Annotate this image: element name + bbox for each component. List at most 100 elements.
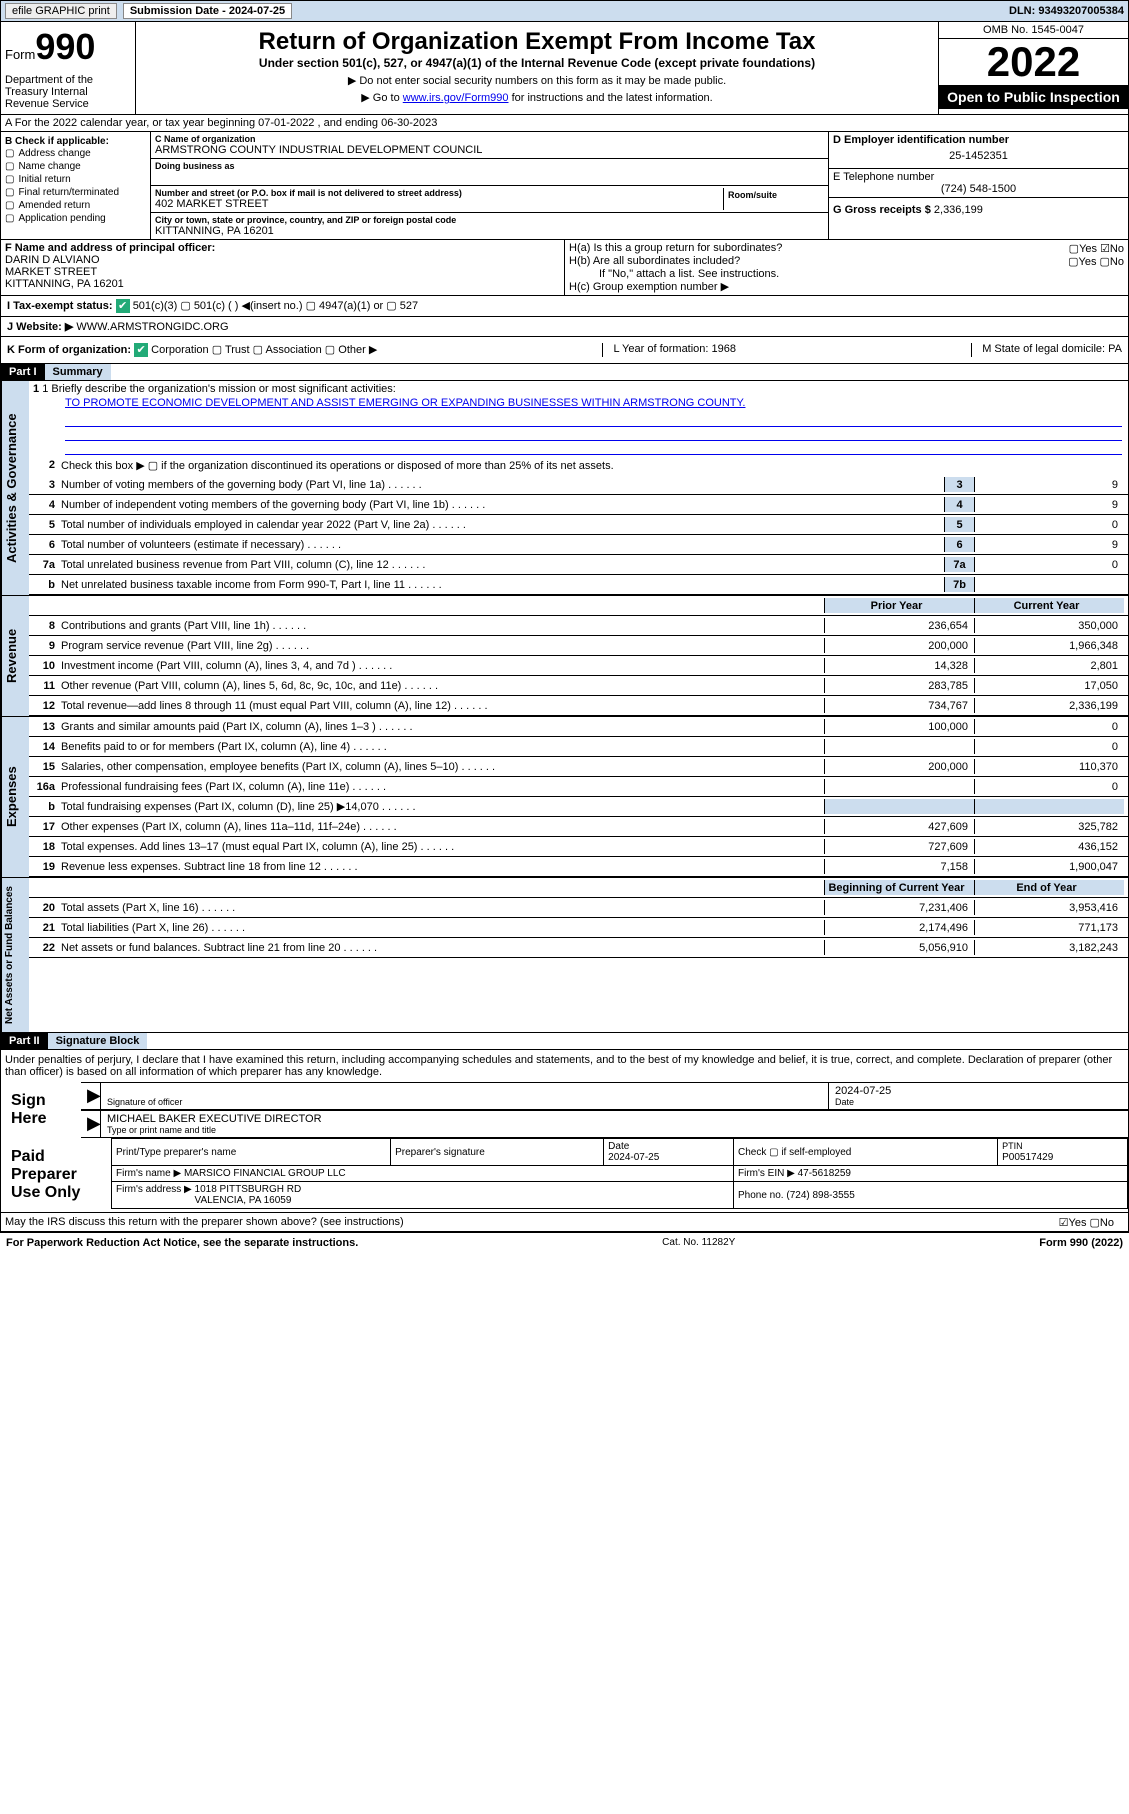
ein-lbl: D Employer identification number [833, 134, 1124, 146]
addr-lbl: Number and street (or P.O. box if mail i… [155, 188, 723, 198]
page-footer: For Paperwork Reduction Act Notice, see … [0, 1233, 1129, 1253]
date-lbl: Date [835, 1097, 1122, 1107]
table-row: 14Benefits paid to or for members (Part … [29, 737, 1128, 757]
tax-year: 2022 [939, 39, 1128, 85]
signature-block: Under penalties of perjury, I declare th… [0, 1050, 1129, 1233]
public-inspection: Open to Public Inspection [939, 85, 1128, 109]
q1-lbl: 1 Briefly describe the organization's mi… [42, 383, 396, 395]
city-state-zip: KITTANNING, PA 16201 [155, 225, 824, 237]
hc-lbl: H(c) Group exemption number ▶ [569, 280, 1124, 293]
phone-lbl: E Telephone number [833, 171, 1124, 183]
k-lbl: K Form of organization: [7, 344, 131, 356]
section-a: A For the 2022 calendar year, or tax yea… [0, 115, 1129, 132]
c-name-lbl: C Name of organization [155, 134, 824, 144]
table-row: bNet unrelated business taxable income f… [29, 575, 1128, 595]
prep-check: Check ▢ if self-employed [733, 1139, 997, 1166]
domicile: M State of legal domicile: PA [971, 343, 1122, 357]
i-lbl: I Tax-exempt status: [7, 300, 113, 312]
officer-name: MICHAEL BAKER EXECUTIVE DIRECTOR [107, 1113, 1122, 1125]
efile-btn[interactable]: efile GRAPHIC print [5, 3, 117, 19]
prep-sig-lbl: Preparer's signature [391, 1139, 604, 1166]
hdr-current: Current Year [974, 598, 1124, 613]
vstrip-net: Net Assets or Fund Balances [1, 878, 29, 1032]
omb-number: OMB No. 1545-0047 [939, 22, 1128, 39]
table-row: 3Number of voting members of the governi… [29, 475, 1128, 495]
cb-initial[interactable]: Initial return [5, 173, 146, 186]
part-ii-label: Part II [1, 1033, 48, 1049]
table-row: 12Total revenue—add lines 8 through 11 (… [29, 696, 1128, 716]
firm-name-lbl: Firm's name ▶ [116, 1168, 181, 1179]
firm-addr: 1018 PITTSBURGH RD VALENCIA, PA 16059 [195, 1184, 302, 1206]
prep-date: Date 2024-07-25 [604, 1139, 734, 1166]
discuss-question: May the IRS discuss this return with the… [5, 1216, 1049, 1228]
cb-final[interactable]: Final return/terminated [5, 186, 146, 199]
table-row: 10Investment income (Part VIII, column (… [29, 656, 1128, 676]
k-opts: Corporation ▢ Trust ▢ Association ▢ Othe… [151, 344, 377, 356]
firm-addr-lbl: Firm's address ▶ [116, 1184, 192, 1195]
table-row: 21Total liabilities (Part X, line 26) . … [29, 918, 1128, 938]
table-row: 6Total number of volunteers (estimate if… [29, 535, 1128, 555]
summary-governance: Activities & Governance 1 1 Briefly desc… [0, 381, 1129, 596]
part-i-title: Summary [45, 364, 111, 380]
table-row: 13Grants and similar amounts paid (Part … [29, 717, 1128, 737]
city-lbl: City or town, state or province, country… [155, 215, 824, 225]
hdr-begin: Beginning of Current Year [824, 880, 974, 895]
firm-ein-lbl: Firm's EIN ▶ [738, 1168, 795, 1179]
sign-here: Sign Here [1, 1082, 81, 1138]
cb-amended[interactable]: Amended return [5, 199, 146, 212]
submission-date: Submission Date - 2024-07-25 [123, 3, 292, 19]
row-k: K Form of organization: ✔ Corporation ▢ … [0, 337, 1129, 364]
hb-note: If "No," attach a list. See instructions… [569, 268, 1124, 280]
year-formation: L Year of formation: 1968 [602, 343, 746, 357]
table-row: 16aProfessional fundraising fees (Part I… [29, 777, 1128, 797]
part-ii-header: Part IISignature Block [0, 1033, 1129, 1050]
org-name: ARMSTRONG COUNTY INDUSTRIAL DEVELOPMENT … [155, 144, 824, 156]
part-ii-title: Signature Block [48, 1033, 148, 1049]
mission-text: TO PROMOTE ECONOMIC DEVELOPMENT AND ASSI… [29, 397, 1128, 413]
i-opts: 501(c)(3) ▢ 501(c) ( ) ◀(insert no.) ▢ 4… [133, 300, 418, 312]
paperwork-notice: For Paperwork Reduction Act Notice, see … [6, 1237, 358, 1249]
sig-date: 2024-07-25 [835, 1085, 1122, 1097]
street-address: 402 MARKET STREET [155, 198, 723, 210]
table-row: bTotal fundraising expenses (Part IX, co… [29, 797, 1128, 817]
firm-name: MARSICO FINANCIAL GROUP LLC [184, 1168, 346, 1179]
table-row: 7aTotal unrelated business revenue from … [29, 555, 1128, 575]
table-row: 4Number of independent voting members of… [29, 495, 1128, 515]
firm-ein: 47-5618259 [798, 1168, 851, 1179]
officer: DARIN D ALVIANO MARKET STREET KITTANNING… [5, 254, 560, 290]
vstrip-revenue: Revenue [1, 596, 29, 716]
row-j: J Website: ▶ WWW.ARMSTRONGIDC.ORG [0, 317, 1129, 337]
arrow-icon: ▶ [81, 1083, 101, 1109]
perjury-declaration: Under penalties of perjury, I declare th… [1, 1050, 1128, 1082]
table-row: 15Salaries, other compensation, employee… [29, 757, 1128, 777]
table-row: 18Total expenses. Add lines 13–17 (must … [29, 837, 1128, 857]
check-icon: ✔ [134, 343, 148, 357]
table-row: 9Program service revenue (Part VIII, lin… [29, 636, 1128, 656]
ptin: P00517429 [1002, 1152, 1053, 1163]
summary-revenue: Revenue Prior YearCurrent Year 8Contribu… [0, 596, 1129, 717]
j-lbl: J Website: ▶ [7, 321, 73, 333]
note-ssn: ▶ Do not enter social security numbers o… [142, 74, 932, 87]
room-lbl: Room/suite [728, 190, 820, 200]
hb-lbl: H(b) Are all subordinates included? [569, 255, 1068, 268]
summary-expenses: Expenses 13Grants and similar amounts pa… [0, 717, 1129, 878]
section-b-grid: B Check if applicable: Address change Na… [0, 132, 1129, 240]
prep-name-lbl: Print/Type preparer's name [112, 1139, 391, 1166]
officer-name-lbl: Type or print name and title [107, 1125, 1122, 1135]
form-title: Return of Organization Exempt From Incom… [142, 28, 932, 56]
table-row: 20Total assets (Part X, line 16) . . . .… [29, 898, 1128, 918]
website: WWW.ARMSTRONGIDC.ORG [76, 321, 228, 333]
cb-pending[interactable]: Application pending [5, 212, 146, 225]
form-ref: Form 990 (2022) [1039, 1237, 1123, 1249]
table-row: 11Other revenue (Part VIII, column (A), … [29, 676, 1128, 696]
hdr-prior: Prior Year [824, 598, 974, 613]
form-header: Form990 Department of the Treasury Inter… [0, 22, 1129, 115]
cb-address[interactable]: Address change [5, 147, 146, 160]
vstrip-governance: Activities & Governance [1, 381, 29, 595]
ha-lbl: H(a) Is this a group return for subordin… [569, 242, 1069, 255]
irs-link[interactable]: www.irs.gov/Form990 [403, 92, 509, 104]
table-row: 22Net assets or fund balances. Subtract … [29, 938, 1128, 958]
check-icon: ✔ [116, 299, 130, 313]
cb-name[interactable]: Name change [5, 160, 146, 173]
sig-officer-lbl: Signature of officer [107, 1097, 822, 1107]
